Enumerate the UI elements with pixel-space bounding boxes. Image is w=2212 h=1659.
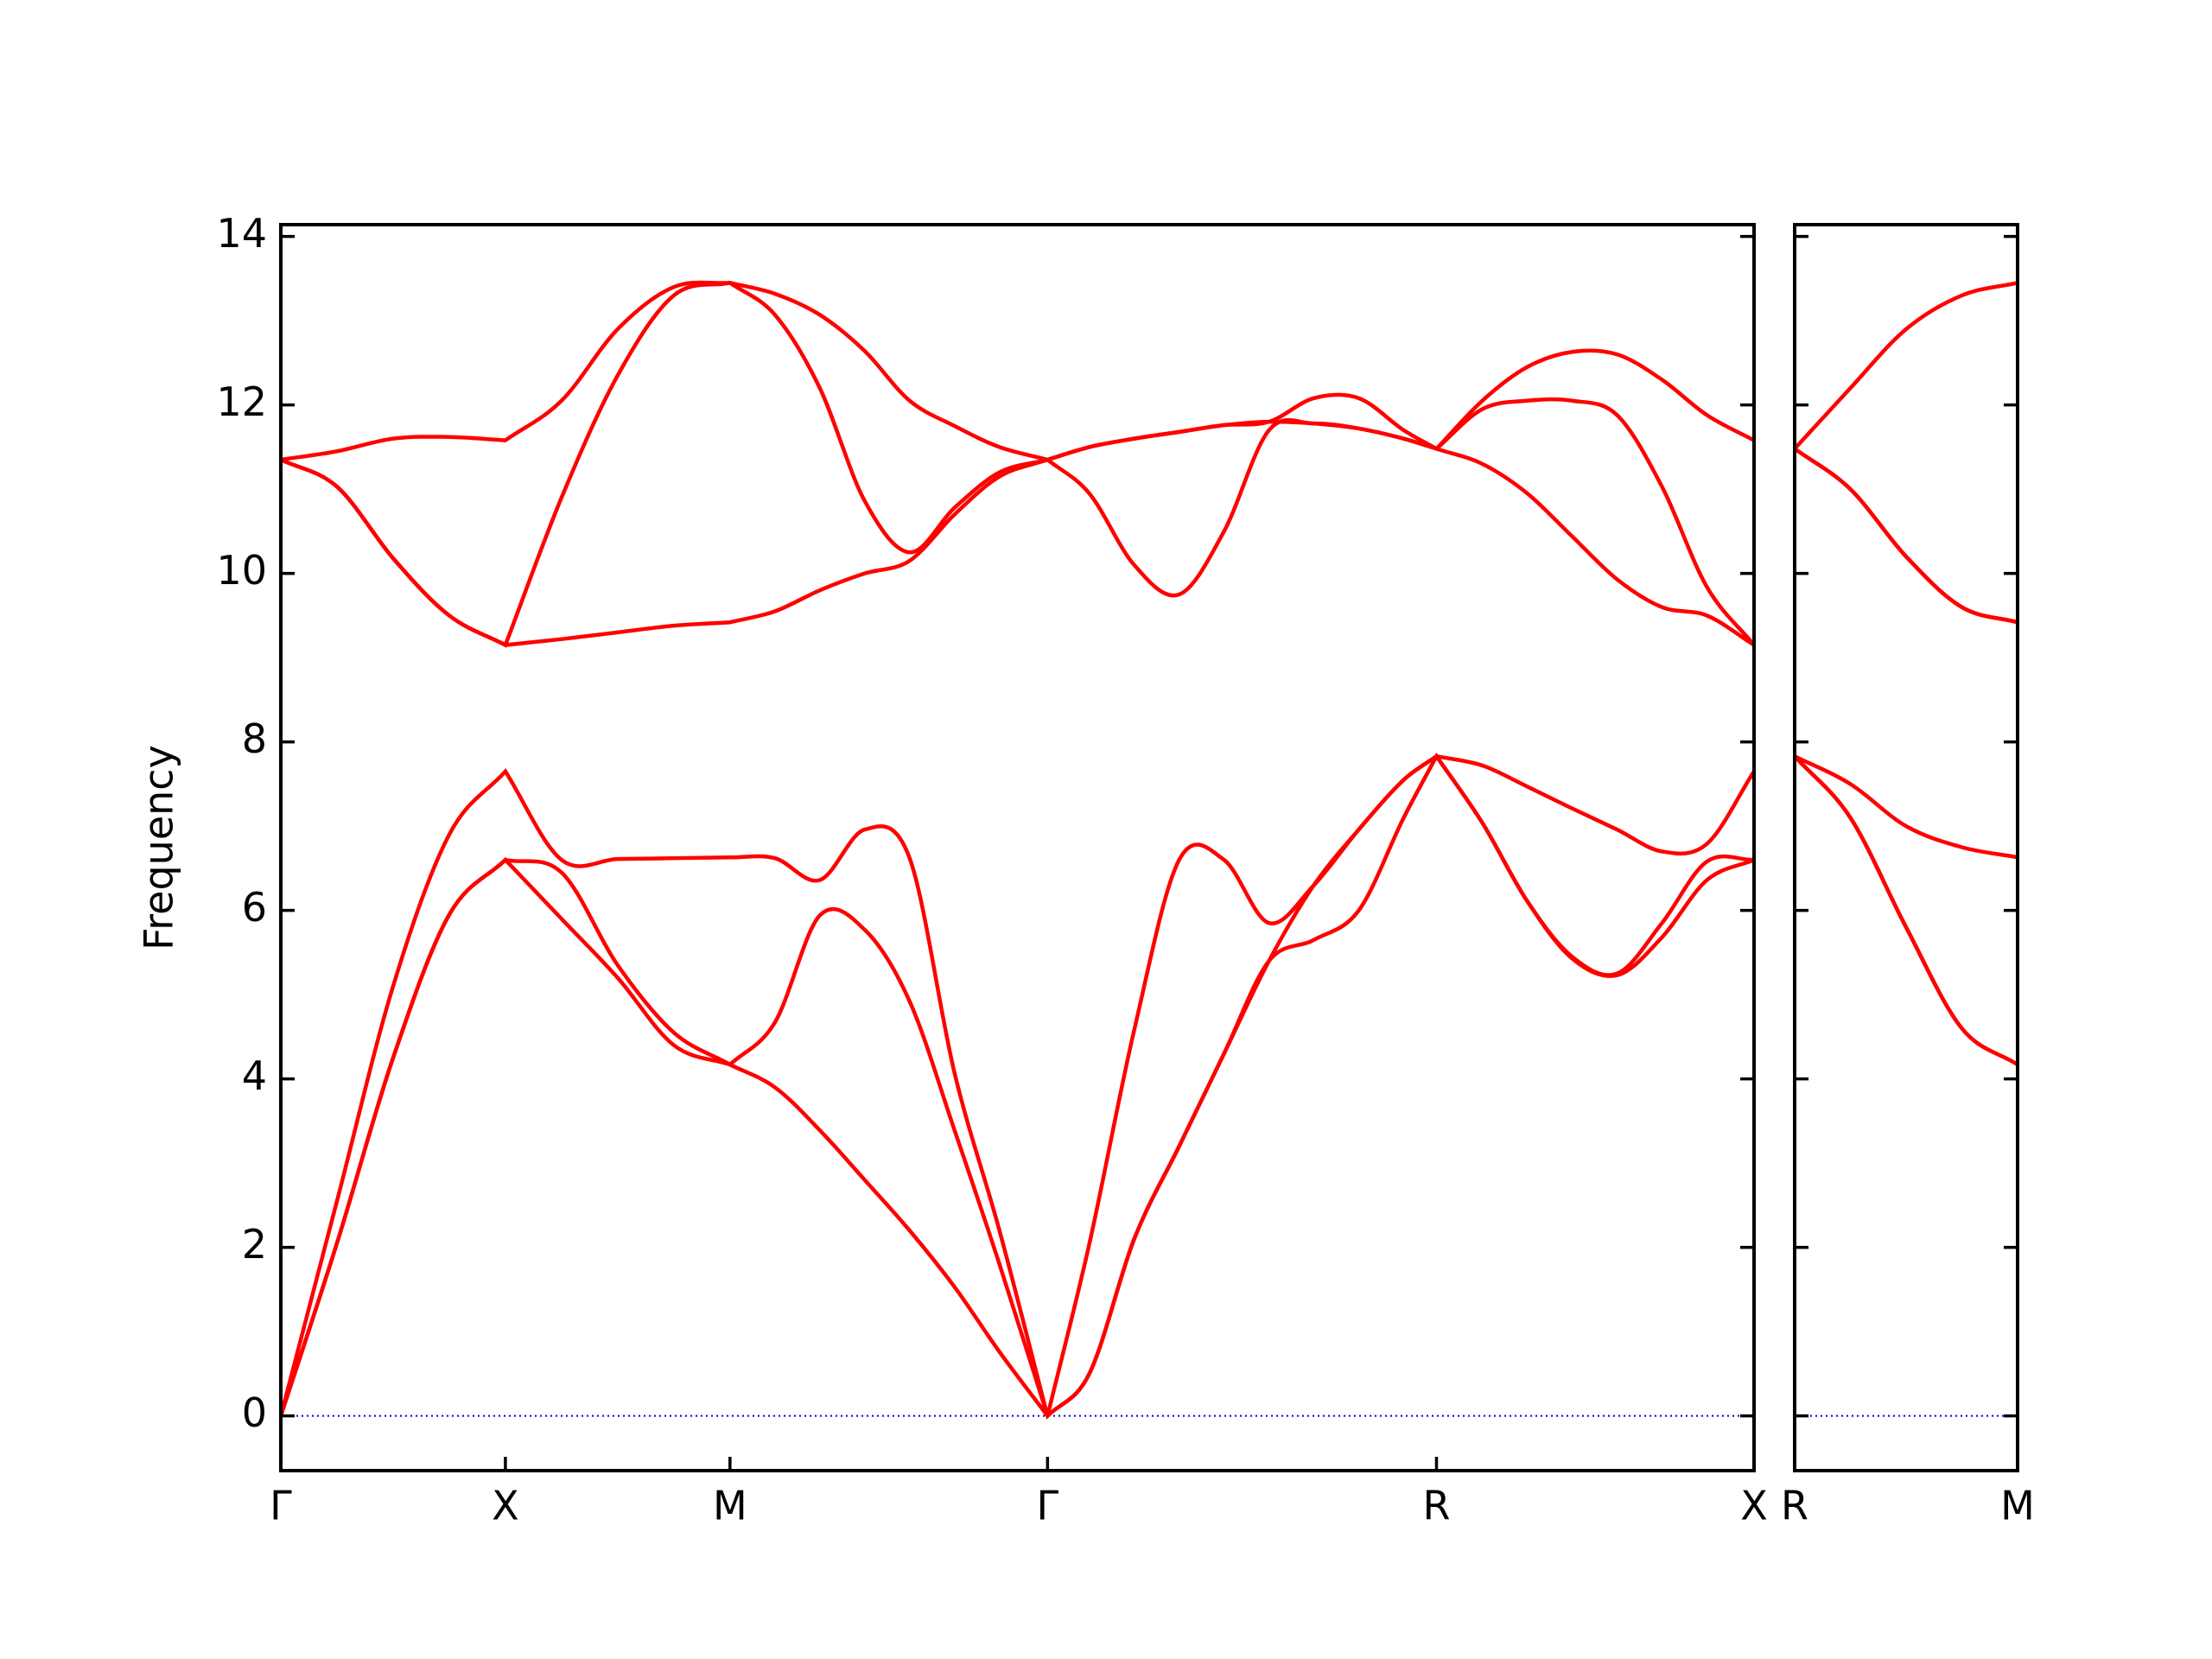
band-line bbox=[1793, 754, 2019, 1066]
x-tick-label: M bbox=[2000, 1483, 2035, 1529]
y-tick-label: 4 bbox=[242, 1052, 267, 1099]
x-tick-label: X bbox=[1740, 1483, 1768, 1529]
y-tick-label: 12 bbox=[216, 378, 267, 425]
band-line bbox=[280, 280, 1756, 648]
x-tick-label: M bbox=[713, 1483, 747, 1529]
y-tick-label: 10 bbox=[216, 547, 267, 594]
y-tick-label: 2 bbox=[242, 1221, 267, 1268]
band-line bbox=[1793, 281, 2018, 450]
band-line bbox=[278, 753, 1755, 1420]
band-line bbox=[1793, 754, 2018, 860]
plot-frame bbox=[279, 223, 1756, 1472]
band-line bbox=[1793, 447, 2018, 625]
band-line bbox=[280, 417, 1756, 647]
x-tick-label: X bbox=[492, 1483, 519, 1529]
y-tick-label: 6 bbox=[242, 884, 267, 931]
plot-frame bbox=[1793, 223, 2019, 1472]
y-tick-label: 0 bbox=[242, 1389, 267, 1436]
band-line bbox=[278, 753, 1756, 1417]
x-tick-label: R bbox=[1423, 1483, 1451, 1529]
x-tick-label: R bbox=[1781, 1483, 1808, 1529]
y-tick-label: 8 bbox=[242, 715, 267, 762]
y-axis-label: Frequency bbox=[136, 745, 182, 950]
x-tick-label: Γ bbox=[1037, 1483, 1059, 1529]
x-tick-label: Γ bbox=[270, 1483, 292, 1529]
band-line bbox=[280, 280, 1756, 462]
y-tick-label: 14 bbox=[216, 210, 267, 257]
